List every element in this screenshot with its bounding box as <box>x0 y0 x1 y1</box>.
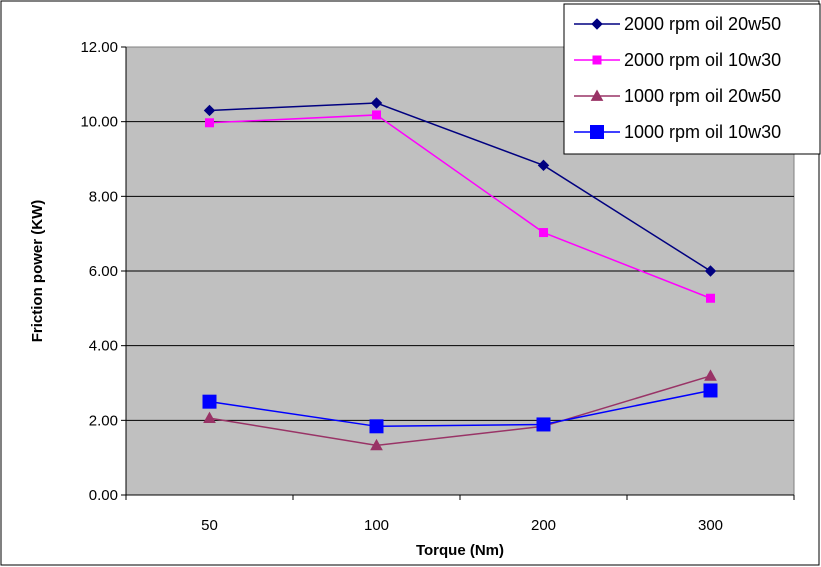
data-point <box>203 104 216 117</box>
legend-label: 2000 rpm oil 10w30 <box>624 50 781 70</box>
y-tick-label: 8.00 <box>89 188 118 205</box>
data-point <box>370 438 383 451</box>
data-point <box>370 97 383 109</box>
legend-item: 2000 rpm oil 20w50 <box>574 14 781 34</box>
series-line-3 <box>209 375 711 447</box>
series-line-4 <box>209 389 711 428</box>
legend-marker <box>590 125 604 139</box>
y-tick-label: 12.00 <box>80 39 118 56</box>
data-point <box>372 110 381 120</box>
x-tick-label: 100 <box>364 517 389 534</box>
x-tick-label: 200 <box>531 517 556 534</box>
x-tick-label: 300 <box>698 517 723 534</box>
series-line-1 <box>209 102 711 272</box>
legend-marker <box>592 55 602 65</box>
data-point <box>369 419 384 434</box>
legend-item: 1000 rpm oil 10w30 <box>574 122 781 142</box>
y-axis-title: Friction power (KW) <box>29 200 46 343</box>
y-tick-label: 6.00 <box>89 263 118 280</box>
y-tick-label: 10.00 <box>80 114 118 131</box>
x-axis-title: Torque (Nm) <box>416 542 504 559</box>
y-tick-label: 4.00 <box>89 338 118 355</box>
data-point <box>205 118 214 128</box>
x-tick-label: 50 <box>201 517 218 534</box>
legend-label: 2000 rpm oil 20w50 <box>624 14 781 34</box>
data-point <box>539 228 548 238</box>
legend: 2000 rpm oil 20w50 2000 rpm oil 10w30 1000… <box>563 3 821 155</box>
x-tick-labels: 50 100 200 300 <box>201 517 723 534</box>
series-line-2 <box>209 114 711 299</box>
data-point <box>203 411 216 423</box>
legend-box <box>563 3 821 155</box>
legend-marker <box>591 18 603 30</box>
legend-item: 1000 rpm oil 20w50 <box>574 86 781 106</box>
data-point <box>704 265 717 277</box>
data-point <box>537 159 550 172</box>
data-point <box>536 417 551 432</box>
data-point <box>704 369 717 381</box>
legend-label: 1000 rpm oil 10w30 <box>624 122 781 142</box>
axes <box>121 46 795 500</box>
y-tick-labels: 0.00 2.00 4.00 6.00 8.00 10.00 12.00 <box>80 39 118 504</box>
data-point <box>703 383 718 398</box>
legend-label: 1000 rpm oil 20w50 <box>624 86 781 106</box>
series-group <box>202 97 718 451</box>
data-point <box>706 293 715 303</box>
y-tick-label: 2.00 <box>89 412 118 429</box>
data-point <box>202 394 217 409</box>
legend-marker <box>590 89 604 101</box>
y-tick-label: 0.00 <box>89 487 118 504</box>
legend-item: 2000 rpm oil 10w30 <box>574 50 781 70</box>
